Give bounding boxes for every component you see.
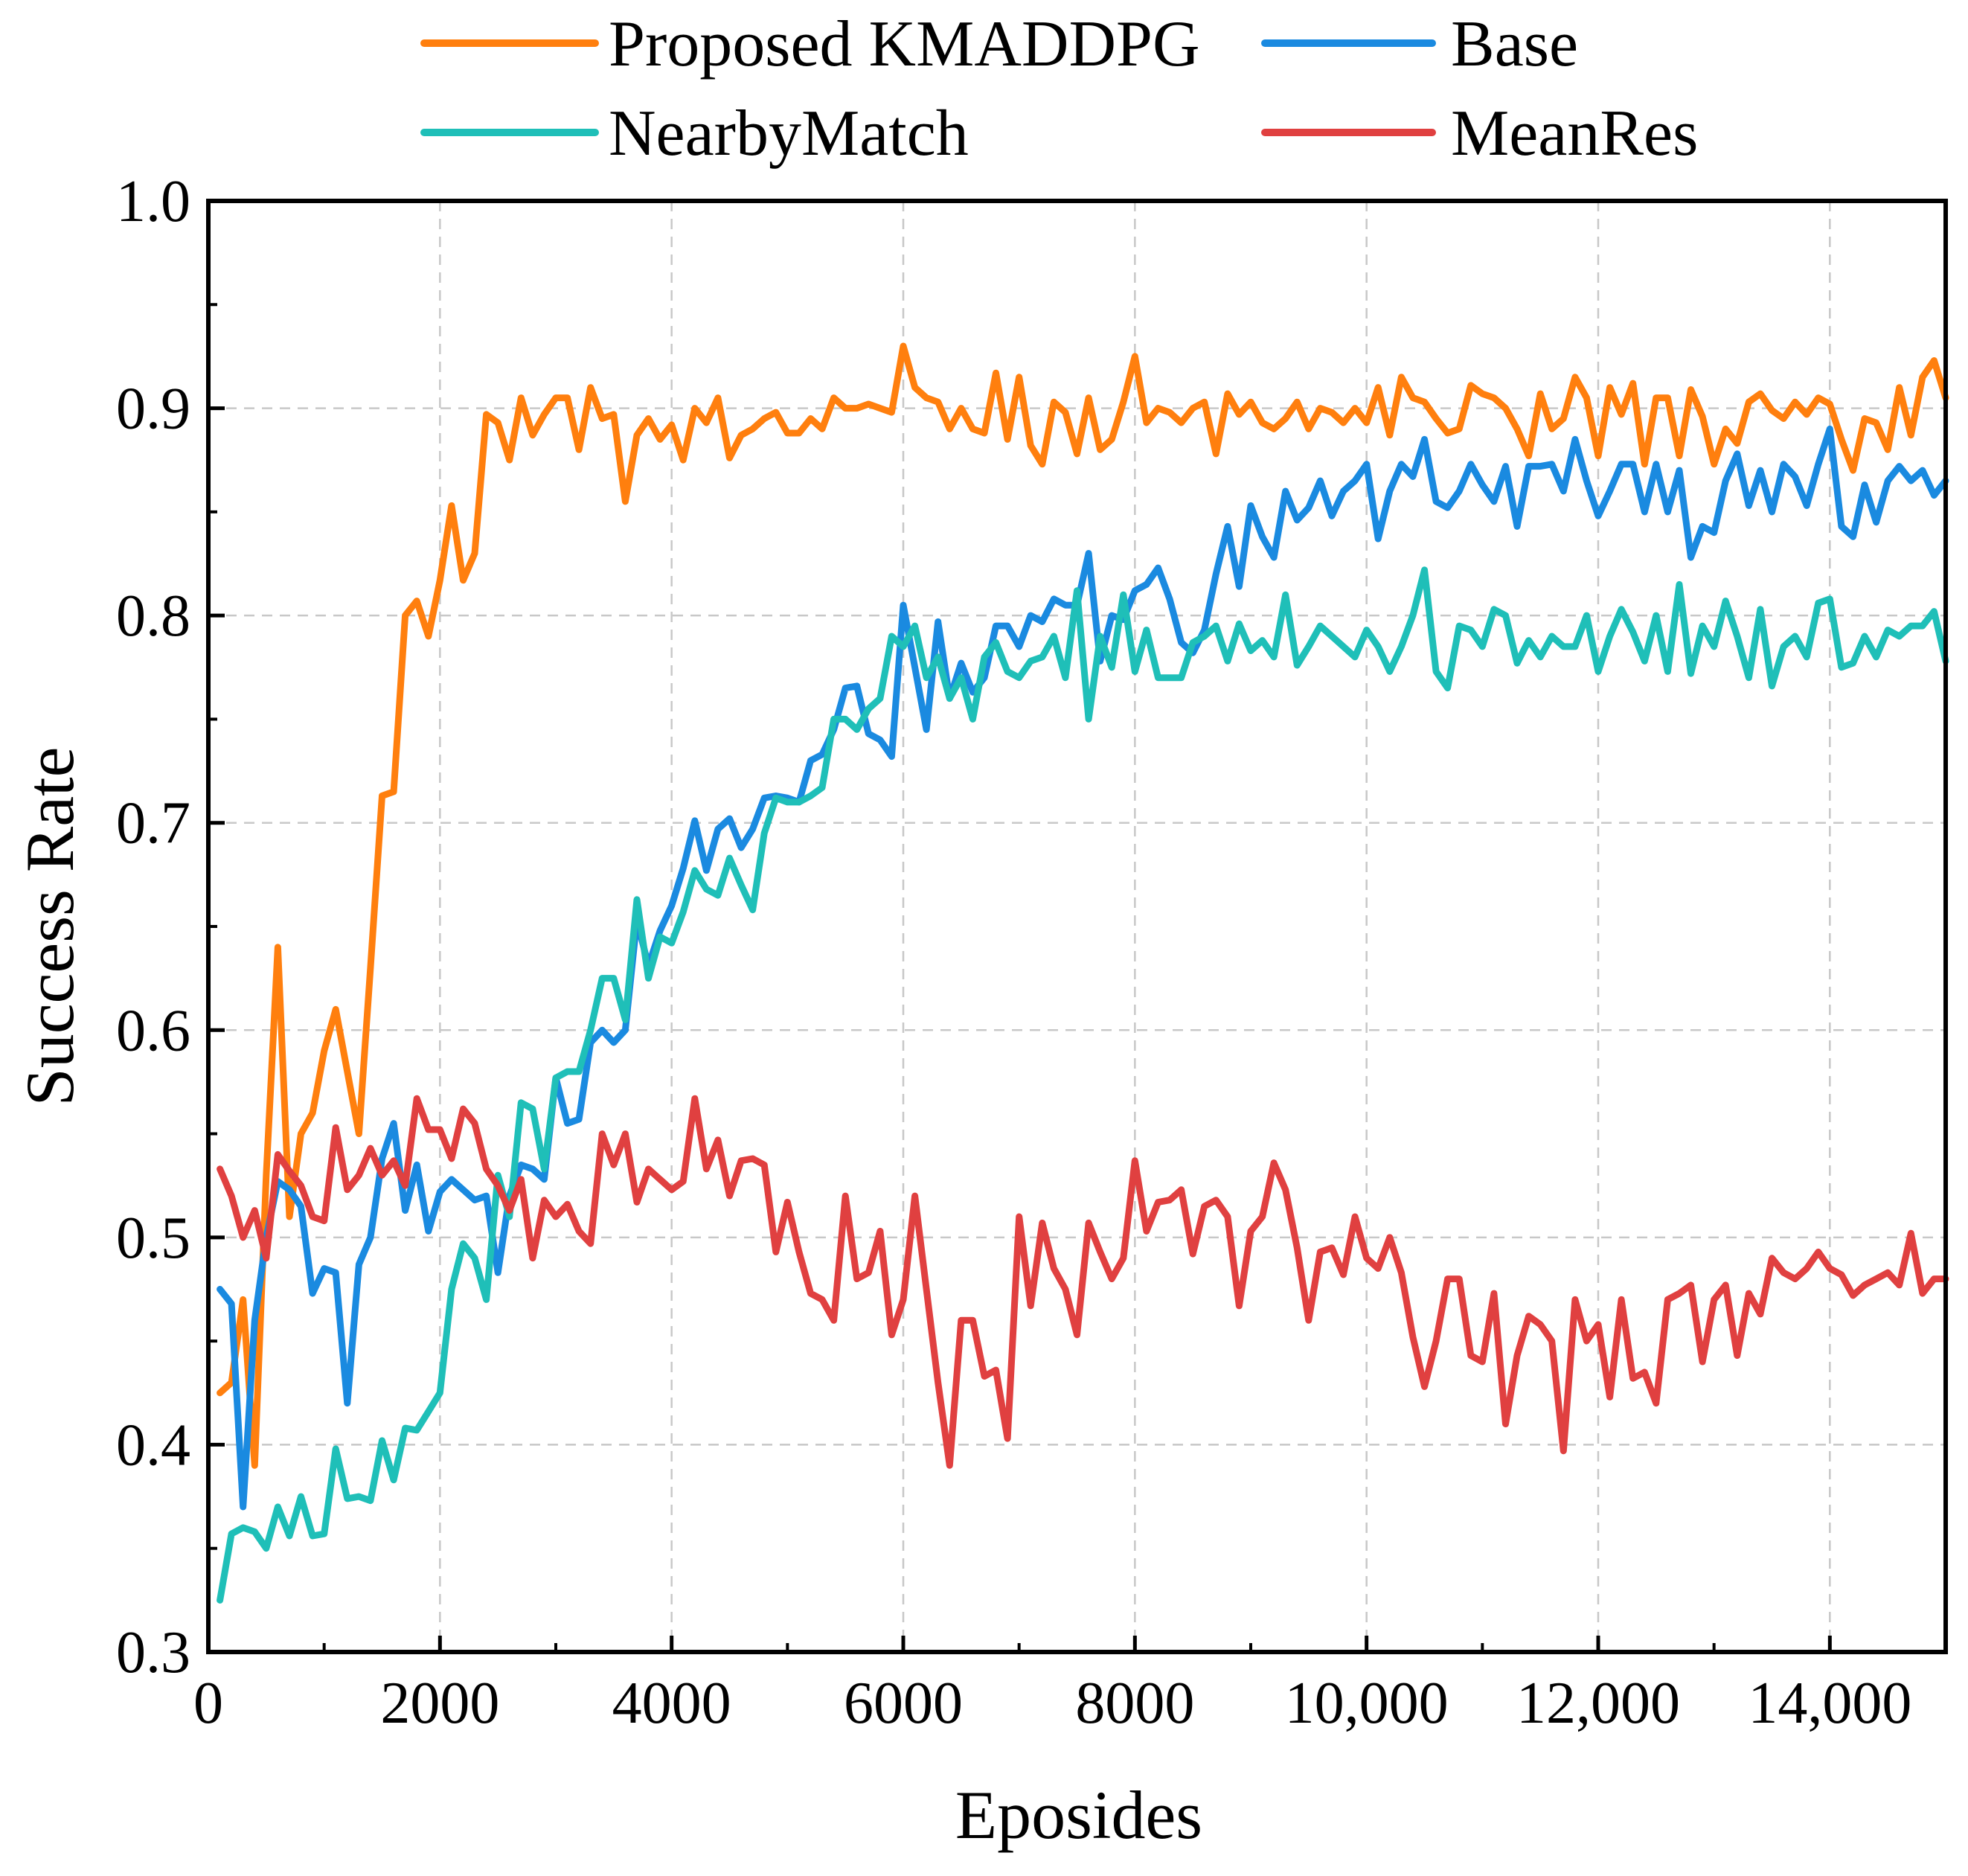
y-tick-label: 1.0 <box>116 169 190 234</box>
x-axis-title: Eposides <box>955 1777 1202 1853</box>
axis-ticks <box>206 199 1832 1654</box>
x-tick-label: 8000 <box>1075 1671 1194 1736</box>
series-line-meanres <box>217 1095 1949 1469</box>
x-tick-label: 4000 <box>612 1671 731 1736</box>
legend-label-nearbymatch: NearbyMatch <box>609 97 969 170</box>
legend-item-nearbymatch[interactable]: NearbyMatch <box>420 97 969 170</box>
y-tick-label: 0.4 <box>116 1412 190 1478</box>
x-tick-label: 6000 <box>844 1671 963 1736</box>
legend: Proposed KMADDPG Base NearbyMatch MeanRe… <box>420 8 1698 170</box>
x-tick-label: 10,000 <box>1285 1671 1449 1736</box>
y-axis-title: Success Rate <box>12 747 88 1107</box>
legend-label-base: Base <box>1451 8 1578 80</box>
series-lines <box>217 342 1949 1604</box>
axis-tick-labels: 0.3 0.4 0.5 0.6 0.7 0.8 0.9 1.0 0 2000 4000 6000 800… <box>116 169 1911 1736</box>
x-tick-label: 12,000 <box>1516 1671 1680 1736</box>
series-line-base <box>217 425 1949 1511</box>
y-tick-label: 0.5 <box>116 1206 190 1271</box>
legend-item-proposed-kmaddpg[interactable]: Proposed KMADDPG <box>420 8 1200 80</box>
x-tick-label: 0 <box>193 1671 223 1736</box>
series-line-proposed-kmaddpg <box>217 342 1949 1469</box>
x-tick-label: 14,000 <box>1748 1671 1911 1736</box>
x-tick-label: 2000 <box>380 1671 499 1736</box>
legend-label-proposed-kmaddpg: Proposed KMADDPG <box>609 8 1200 80</box>
y-tick-label: 0.9 <box>116 377 190 442</box>
legend-label-meanres: MeanRes <box>1451 97 1698 170</box>
y-tick-label: 0.7 <box>116 791 190 857</box>
legend-item-meanres[interactable]: MeanRes <box>1261 97 1698 170</box>
legend-item-base[interactable]: Base <box>1261 8 1578 80</box>
series-line-nearbymatch <box>217 566 1949 1604</box>
y-tick-label: 0.8 <box>116 583 190 649</box>
y-tick-label: 0.3 <box>116 1620 190 1685</box>
y-tick-label: 0.6 <box>116 998 190 1063</box>
